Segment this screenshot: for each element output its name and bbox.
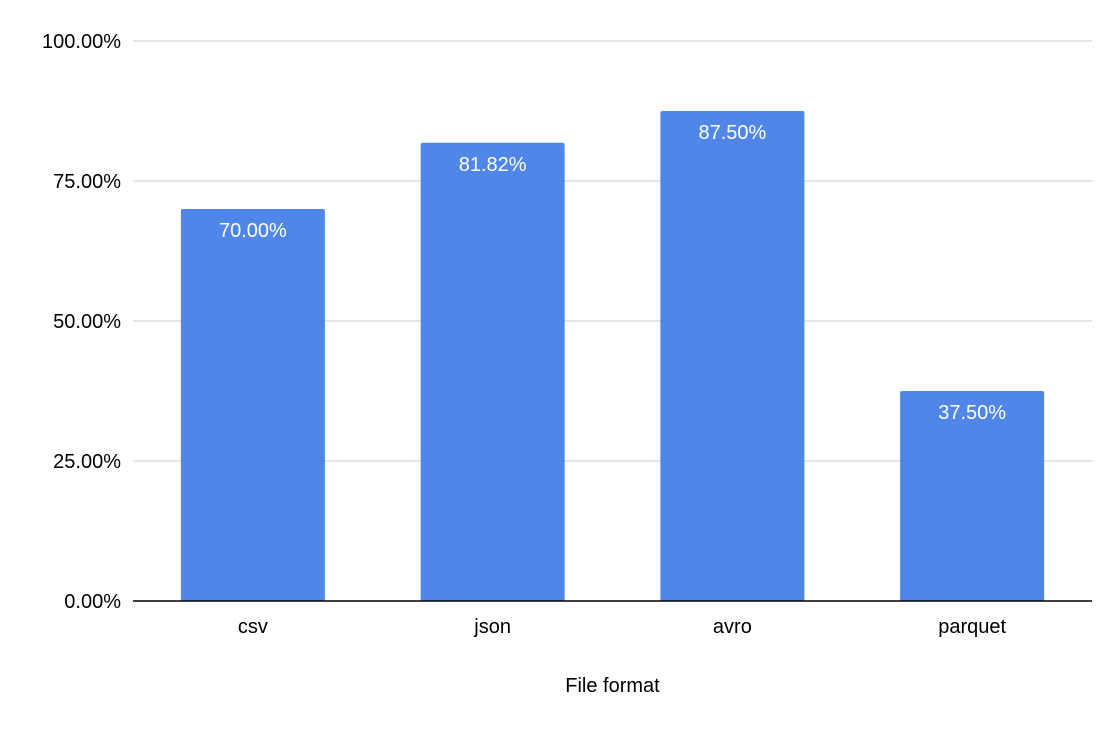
data-label-avro: 87.50%	[698, 122, 766, 144]
x-tick-label: json	[473, 616, 511, 638]
y-tick-label: 50.00%	[53, 311, 121, 333]
x-tick-label: csv	[238, 616, 268, 638]
y-tick-label: 100.00%	[42, 31, 121, 53]
bar-parquet	[900, 391, 1045, 601]
y-tick-label: 75.00%	[53, 171, 121, 193]
bar-json	[420, 142, 565, 602]
data-label-parquet: 37.50%	[938, 402, 1006, 424]
bar-csv	[180, 209, 325, 601]
x-tick-label: avro	[713, 616, 752, 638]
bar-avro	[660, 111, 805, 601]
x-tick-label: parquet	[938, 616, 1006, 638]
data-label-json: 81.82%	[459, 154, 527, 176]
y-tick-label: 0.00%	[64, 591, 121, 613]
data-labels: 70.00% 81.82% 87.50% 37.50%	[219, 122, 1006, 424]
y-tick-label: 25.00%	[53, 451, 121, 473]
y-axis-ticks: 0.00% 25.00% 50.00% 75.00% 100.00%	[42, 31, 121, 613]
data-label-csv: 70.00%	[219, 220, 287, 242]
x-axis-title: File format	[565, 675, 660, 697]
bars	[180, 111, 1045, 602]
x-axis-ticks: csv json avro parquet	[238, 616, 1007, 638]
